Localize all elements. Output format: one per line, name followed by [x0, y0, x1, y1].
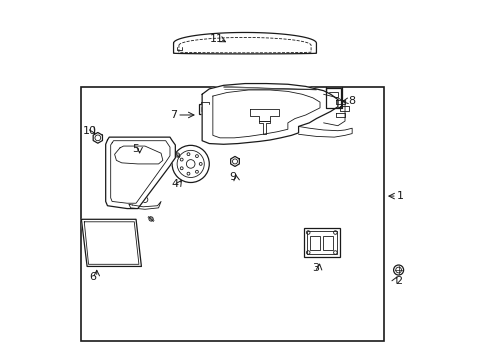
Text: 6: 6 [90, 272, 97, 282]
Bar [326, 88, 341, 107]
Polygon shape [173, 32, 317, 54]
Bar [198, 104, 210, 114]
Bar [81, 87, 384, 341]
Text: 9: 9 [229, 172, 236, 182]
Bar [329, 92, 338, 97]
Polygon shape [106, 137, 175, 208]
Bar [329, 99, 338, 104]
Bar [323, 236, 333, 249]
Bar [206, 107, 209, 111]
Text: 2: 2 [395, 276, 402, 286]
Bar [201, 107, 204, 111]
Bar [304, 228, 340, 257]
Bar [307, 231, 337, 254]
Text: 10: 10 [83, 126, 97, 136]
Polygon shape [202, 84, 338, 144]
Text: 8: 8 [348, 96, 356, 106]
Circle shape [172, 145, 209, 183]
Text: 7: 7 [170, 110, 177, 120]
Polygon shape [81, 219, 142, 266]
Text: 11: 11 [209, 34, 223, 44]
Text: 3: 3 [312, 262, 319, 273]
Text: 1: 1 [397, 191, 404, 201]
Text: 5: 5 [133, 144, 140, 154]
Text: 4: 4 [172, 179, 179, 189]
Bar [310, 236, 320, 249]
